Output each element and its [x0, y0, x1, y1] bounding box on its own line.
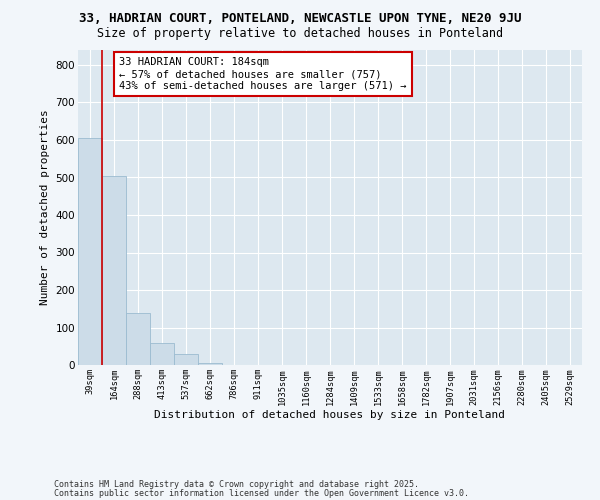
Y-axis label: Number of detached properties: Number of detached properties	[40, 110, 50, 306]
Text: Contains HM Land Registry data © Crown copyright and database right 2025.: Contains HM Land Registry data © Crown c…	[54, 480, 419, 489]
Text: Contains public sector information licensed under the Open Government Licence v3: Contains public sector information licen…	[54, 488, 469, 498]
Bar	[102, 176, 126, 365]
X-axis label: Distribution of detached houses by size in Ponteland: Distribution of detached houses by size …	[155, 410, 505, 420]
Bar	[198, 363, 222, 365]
Text: Size of property relative to detached houses in Ponteland: Size of property relative to detached ho…	[97, 28, 503, 40]
Text: 33 HADRIAN COURT: 184sqm
← 57% of detached houses are smaller (757)
43% of semi-: 33 HADRIAN COURT: 184sqm ← 57% of detach…	[119, 58, 406, 90]
Bar	[126, 312, 150, 365]
Text: 33, HADRIAN COURT, PONTELAND, NEWCASTLE UPON TYNE, NE20 9JU: 33, HADRIAN COURT, PONTELAND, NEWCASTLE …	[79, 12, 521, 26]
Bar	[150, 342, 174, 365]
Bar	[174, 354, 198, 365]
Bar	[78, 138, 102, 365]
